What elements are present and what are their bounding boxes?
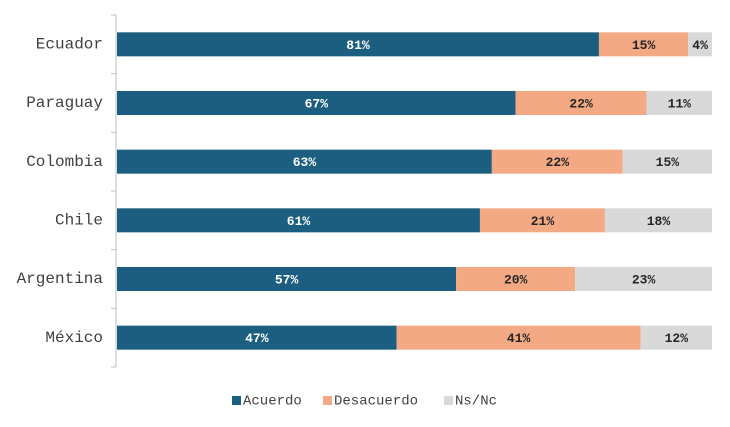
data-label: 18% <box>647 214 671 229</box>
data-label: 20% <box>504 272 528 287</box>
legend-swatch <box>232 396 241 405</box>
data-label: 23% <box>632 272 656 287</box>
bar-segment <box>604 208 712 233</box>
legend-swatch <box>323 396 332 405</box>
bar-segment <box>688 32 712 57</box>
bar-segment <box>117 325 397 350</box>
bar-segment <box>646 91 712 115</box>
bar-segment <box>117 32 599 57</box>
data-label: 15% <box>656 155 680 170</box>
category-label: México <box>45 329 103 347</box>
data-label: 81% <box>346 38 370 53</box>
legend-label: Ns/Nc <box>455 394 497 410</box>
bar-segment <box>622 149 712 174</box>
category-label: Colombia <box>26 153 103 171</box>
bar-segment <box>117 208 480 233</box>
bar-segment <box>396 325 641 350</box>
bar-segment <box>456 267 576 291</box>
data-label: 22% <box>546 155 570 170</box>
bar-segment <box>117 267 457 291</box>
data-label: 12% <box>665 331 689 346</box>
data-label: 15% <box>632 38 656 53</box>
data-label: 21% <box>531 214 555 229</box>
bar-segment <box>515 91 647 115</box>
data-label: 41% <box>507 331 531 346</box>
bar-segment <box>640 325 712 350</box>
bar-segment <box>598 32 689 57</box>
bar-segment <box>117 149 492 174</box>
bar-segment <box>117 91 516 115</box>
category-label: Ecuador <box>36 36 103 54</box>
data-label: 57% <box>275 272 299 287</box>
category-label: Paraguay <box>26 94 103 112</box>
data-label: 11% <box>668 96 692 111</box>
bar-segment <box>575 267 712 291</box>
category-label: Chile <box>55 212 103 230</box>
data-label: 4% <box>692 38 708 53</box>
category-label: Argentina <box>17 270 104 288</box>
data-label: 22% <box>569 96 593 111</box>
data-label: 61% <box>287 214 311 229</box>
legend-swatch <box>444 396 453 405</box>
legend-label: Acuerdo <box>243 394 302 410</box>
data-label: 67% <box>305 96 329 111</box>
bar-segment <box>491 149 623 174</box>
bar-segment <box>479 208 605 233</box>
legend-label: Desacuerdo <box>334 394 418 410</box>
data-label: 63% <box>293 155 317 170</box>
data-label: 47% <box>245 331 269 346</box>
